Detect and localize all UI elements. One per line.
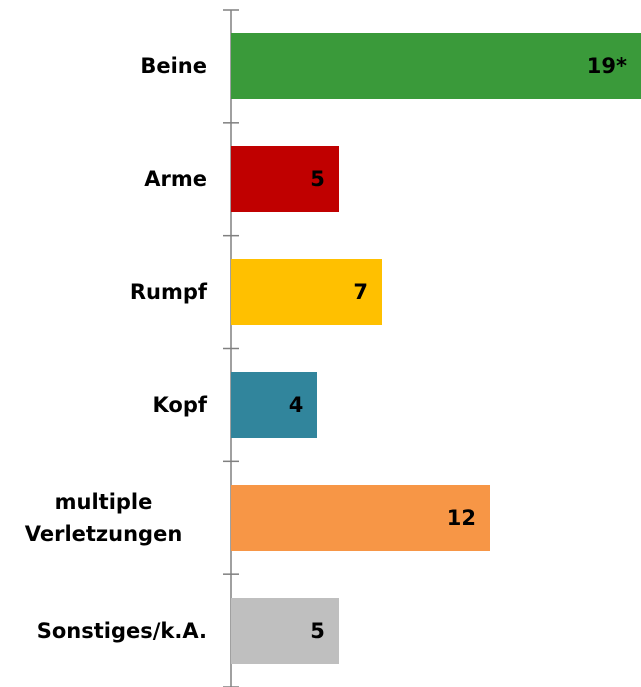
- category-text: multiple Verletzungen: [24, 489, 183, 546]
- category-text: Rumpf: [129, 280, 207, 305]
- category-text: Arme: [144, 167, 207, 192]
- value-label: 12: [446, 505, 476, 530]
- category-label: Rumpf: [0, 236, 207, 349]
- bar: [231, 484, 490, 551]
- category-label: Sonstiges/k.A.: [0, 574, 207, 687]
- category-text: Beine: [140, 54, 207, 79]
- bar: [231, 146, 339, 213]
- bar: [231, 371, 318, 438]
- value-label: 7: [353, 280, 369, 305]
- category-label: multiple Verletzungen: [0, 461, 207, 574]
- category-text: Sonstiges/k.A.: [36, 618, 207, 643]
- bar: [231, 259, 383, 326]
- value-label: 5: [310, 618, 325, 643]
- value-label: 19*: [586, 54, 627, 79]
- category-label: Beine: [0, 10, 207, 123]
- value-label: 5: [310, 167, 325, 192]
- bar: [231, 33, 641, 100]
- value-label: 4: [288, 392, 304, 417]
- category-label: Arme: [0, 123, 207, 236]
- bar: [231, 597, 339, 664]
- category-label: Kopf: [0, 349, 208, 462]
- category-text: Kopf: [152, 392, 208, 417]
